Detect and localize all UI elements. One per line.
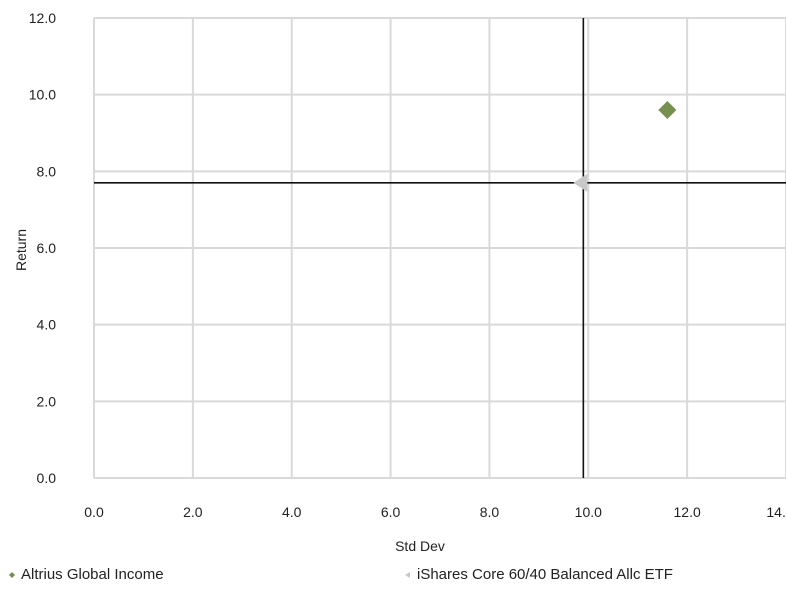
legend-label: iShares Core 60/40 Balanced Allc ETF [417, 566, 673, 583]
y-tick-label: 8.0 [37, 163, 57, 179]
x-tick-label: 0.0 [84, 504, 104, 520]
gridlines [93, 17, 786, 479]
point-triangle [573, 173, 588, 192]
y-tick-label: 4.0 [37, 317, 57, 333]
x-tick-label: 14.0 [766, 504, 786, 520]
diamond-marker-icon [9, 571, 15, 578]
point-diamond [658, 101, 677, 119]
x-tick-label: 2.0 [183, 504, 203, 520]
legend-label: Altrius Global Income [21, 566, 164, 583]
x-tick-label: 8.0 [480, 504, 500, 520]
data-points [573, 101, 677, 192]
legend-item-ishares: iShares Core 60/40 Balanced Allc ETF [402, 566, 673, 583]
legend: Altrius Global Income iShares Core 60/40… [6, 566, 786, 588]
x-tick-label: 6.0 [381, 504, 401, 520]
y-tick-label: 10.0 [29, 87, 56, 103]
tick-labels: 0.0 2.0 4.0 6.0 8.0 10.0 12.0 14.0 0.0 2.0 4.0 6.0 8… [29, 10, 786, 520]
y-tick-label: 2.0 [37, 393, 57, 409]
y-axis-title: Return [13, 229, 29, 271]
x-tick-label: 12.0 [674, 504, 701, 520]
y-tick-label: 0.0 [37, 470, 57, 486]
y-tick-label: 12.0 [29, 10, 56, 26]
legend-item-altrius: Altrius Global Income [6, 566, 164, 583]
reference-lines [94, 18, 786, 478]
triangle-marker-icon [405, 571, 410, 578]
x-tick-label: 10.0 [575, 504, 602, 520]
y-tick-label: 6.0 [37, 240, 57, 256]
x-tick-label: 4.0 [282, 504, 302, 520]
x-axis-title: Std Dev [395, 538, 445, 554]
